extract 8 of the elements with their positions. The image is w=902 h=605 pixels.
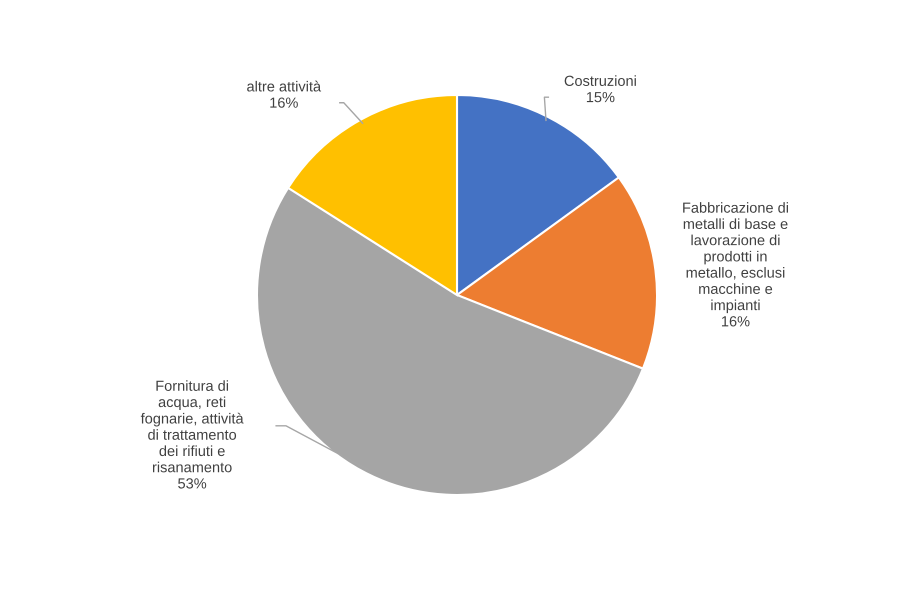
slice-label: Costruzioni (564, 75, 636, 86)
slice-label: altre attività (247, 80, 322, 92)
data-label: 15% (586, 92, 614, 102)
slice-label: Fabbricazione di metalli di base e lavorazione di prodotti in metallo, esclusi macchine e impianti (683, 202, 788, 314)
data-label: 53% (178, 478, 206, 489)
data-label: 16% (270, 97, 298, 108)
data-label: 16% (722, 316, 750, 326)
slice-label: Fornitura di acqua, reti fognarie, attività di trattamento dei rifiuti e risanamento (140, 380, 244, 472)
